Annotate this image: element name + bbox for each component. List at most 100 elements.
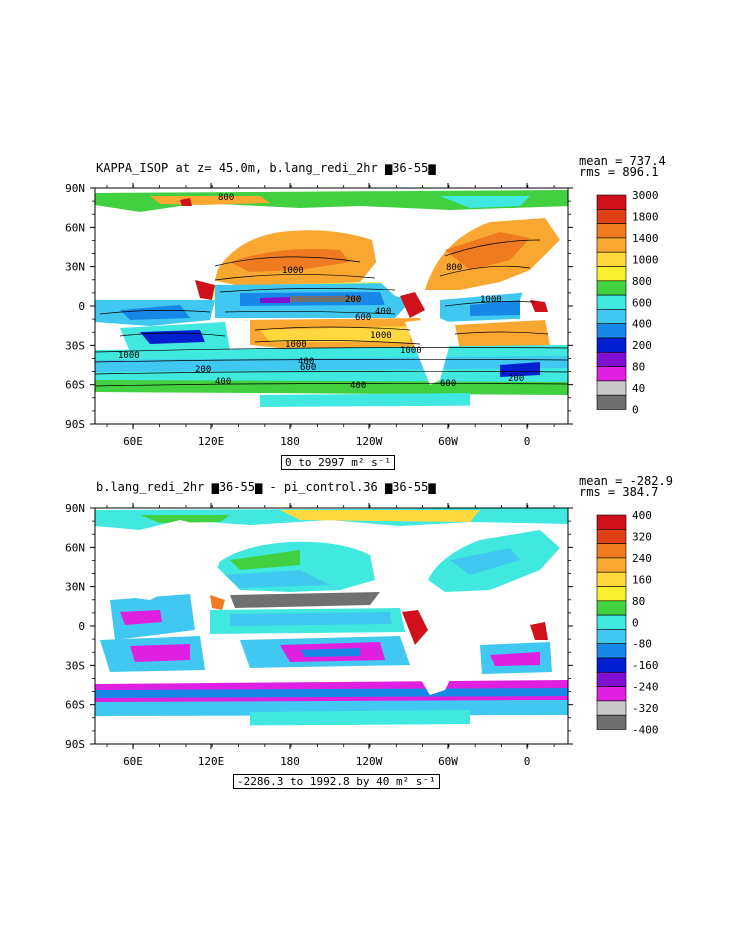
colorbar-level-label: -400 (632, 724, 659, 737)
colorbar-swatch (596, 714, 627, 730)
colorbar-level-label: -240 (632, 681, 659, 694)
panel1-title: KAPPA_ISOP at z= 45.0m, b.lang_redi_2hr … (96, 161, 436, 175)
colorbar-swatch (596, 223, 627, 239)
lat-tick-label: 30N (65, 581, 85, 594)
contour-label: 600 (355, 313, 371, 323)
colorbar-swatch (596, 614, 627, 630)
lon-tick-label: 120E (198, 755, 225, 768)
contour-label: 400 (375, 307, 391, 317)
lon-tick-label: 0 (524, 435, 531, 448)
lat-tick-label: 0 (78, 300, 85, 313)
colorbar-level-label: -320 (632, 702, 659, 715)
colorbar-level-label: 0 (632, 616, 639, 629)
lat-tick-label: 30S (65, 659, 85, 672)
lat-tick-label: 90N (65, 502, 85, 515)
colorbar-swatch (596, 251, 627, 267)
panel1-range-label: 0 to 2997 m² s⁻¹ (281, 455, 395, 470)
colorbar-swatch (596, 266, 627, 282)
colorbar-swatch (596, 323, 627, 339)
colorbar-swatch (596, 629, 627, 645)
lat-tick-label: 0 (78, 620, 85, 633)
colorbar-level-label: 80 (632, 361, 645, 374)
colorbar-swatch (596, 380, 627, 396)
panel1-stat-mean: mean = 737.4 (579, 154, 666, 168)
lat-tick-label: 90N (65, 182, 85, 195)
colorbar-level-label: 40 (632, 382, 645, 395)
colorbar-swatch (596, 294, 627, 310)
contour-label: 400 (350, 381, 366, 391)
colorbar-level-label: 1400 (632, 232, 659, 245)
colorbar-level-label: 1800 (632, 210, 659, 223)
lon-tick-label: 120W (356, 435, 383, 448)
colorbar-swatch (596, 557, 627, 573)
contour-label: 200 (508, 374, 524, 384)
colorbar-swatch (596, 571, 627, 587)
panel2-range-label: -2286.3 to 1992.8 by 40 m² s⁻¹ (233, 774, 440, 789)
colorbar-level-label: 1000 (632, 253, 659, 266)
lon-tick-label: 120W (356, 755, 383, 768)
panel1-field (95, 188, 568, 424)
lat-tick-label: 60N (65, 541, 85, 554)
colorbar-swatch (596, 528, 627, 544)
colorbars-group: 3000180014001000800600400200804004003202… (596, 189, 659, 737)
colorbar-swatch (596, 209, 627, 224)
contour-label: 400 (298, 357, 314, 367)
contour-label: 800 (446, 263, 462, 273)
lat-tick-label: 30S (65, 339, 85, 352)
contour-label: 1000 (285, 340, 307, 350)
colorbar-level-label: 240 (632, 552, 652, 565)
colorbar-swatch (596, 700, 627, 716)
colorbar-swatch (596, 686, 627, 702)
colorbar-swatch (596, 514, 627, 530)
panel2-field (95, 508, 568, 744)
colorbar-swatch (596, 600, 627, 616)
contour-label: 200 (345, 295, 361, 305)
lon-tick-label: 60E (123, 435, 143, 448)
colorbar-swatch (596, 280, 627, 296)
lat-tick-label: 30N (65, 261, 85, 274)
lat-tick-label: 90S (65, 738, 85, 751)
contour-label: 800 (218, 193, 234, 203)
contour-label: 600 (300, 363, 316, 373)
contour-label: 1000 (370, 331, 392, 341)
colorbar-swatch (596, 643, 627, 659)
contour-label: 600 (440, 379, 456, 389)
lat-tick-label: 60S (65, 699, 85, 712)
colorbar-level-label: 200 (632, 339, 652, 352)
panel2-stat-rms: rms = 384.7 (579, 485, 659, 499)
lon-tick-label: 0 (524, 755, 531, 768)
contour-label: 1000 (282, 266, 304, 276)
colorbar-swatch (596, 337, 627, 353)
colorbar-swatch (596, 657, 627, 673)
colorbar-level-label: 600 (632, 296, 652, 309)
colorbar-swatch (596, 366, 627, 382)
panel1-stat-rms: rms = 896.1 (579, 165, 659, 179)
colorbar-swatch (596, 586, 627, 602)
colorbar-level-label: -160 (632, 659, 659, 672)
colorbar-level-label: 3000 (632, 189, 659, 202)
lat-tick-label: 60S (65, 379, 85, 392)
lon-tick-label: 60E (123, 755, 143, 768)
contour-label: 400 (215, 377, 231, 387)
lon-tick-label: 60W (438, 755, 458, 768)
colorbar-level-label: 160 (632, 573, 652, 586)
colorbar-level-label: 400 (632, 318, 652, 331)
lon-tick-label: 60W (438, 435, 458, 448)
panel1-contour-labels: 800 1000 200 400 600 1000 1000 1000 400 … (118, 193, 524, 391)
colorbar-swatch (596, 194, 627, 210)
contour-label: 1000 (400, 346, 422, 356)
colorbar-level-label: 0 (632, 404, 639, 417)
lat-tick-label: 60N (65, 221, 85, 234)
axes-group: 90N 60N 30N 0 30S 60S 90S 60E 120E 180 120W 60W 0 90N… (65, 182, 573, 768)
contour-label: 200 (195, 365, 211, 375)
lon-tick-label: 120E (198, 435, 225, 448)
contour-label: 1000 (118, 351, 140, 361)
colorbar-swatch (596, 309, 627, 324)
contour-label: 1000 (480, 295, 502, 305)
colorbar-level-label: 320 (632, 530, 652, 543)
colorbar-swatch (596, 543, 627, 559)
lon-tick-label: 180 (280, 435, 300, 448)
colorbar-level-label: 80 (632, 595, 645, 608)
colorbar-swatch (596, 351, 627, 367)
